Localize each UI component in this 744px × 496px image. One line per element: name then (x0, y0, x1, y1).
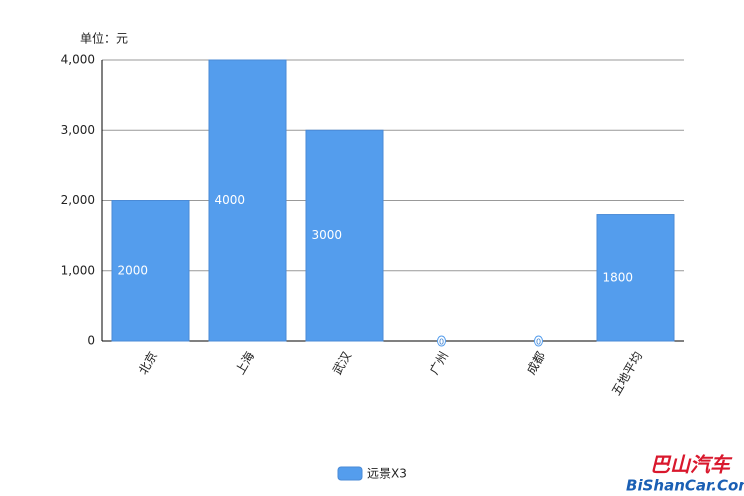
x-tick-label: 武汉 (330, 349, 354, 377)
bar (596, 214, 675, 342)
y-tick-label: 4,000 (61, 53, 95, 67)
y-tick-label: 3,000 (61, 123, 95, 137)
x-tick-label: 广州 (427, 349, 451, 377)
bar (208, 59, 287, 342)
legend-swatch (337, 466, 363, 481)
legend-label: 远景X3 (367, 467, 407, 481)
zero-marker (437, 335, 446, 347)
bar (305, 129, 384, 342)
watermark-title: 巴山汽车 (650, 453, 733, 477)
x-tick-label: 成都 (524, 349, 548, 377)
value-label: 0 (439, 338, 444, 347)
x-tick-label: 北京 (136, 349, 160, 377)
y-tick-label: 2,000 (61, 193, 95, 207)
watermark-url: BiShanCar.Com (626, 477, 744, 495)
value-label: 2000 (118, 263, 149, 277)
bar (111, 200, 190, 342)
value-label: 0 (536, 338, 541, 347)
y-unit-label: 单位：元 (80, 31, 128, 46)
value-label: 1800 (603, 270, 634, 284)
y-tick-label: 0 (87, 334, 95, 348)
x-tick-label: 五地平均 (609, 349, 645, 398)
value-label: 4000 (215, 193, 246, 207)
value-label: 3000 (312, 228, 343, 242)
x-tick-label: 上海 (232, 349, 257, 377)
y-tick-label: 1,000 (61, 263, 95, 277)
zero-marker (534, 335, 543, 347)
